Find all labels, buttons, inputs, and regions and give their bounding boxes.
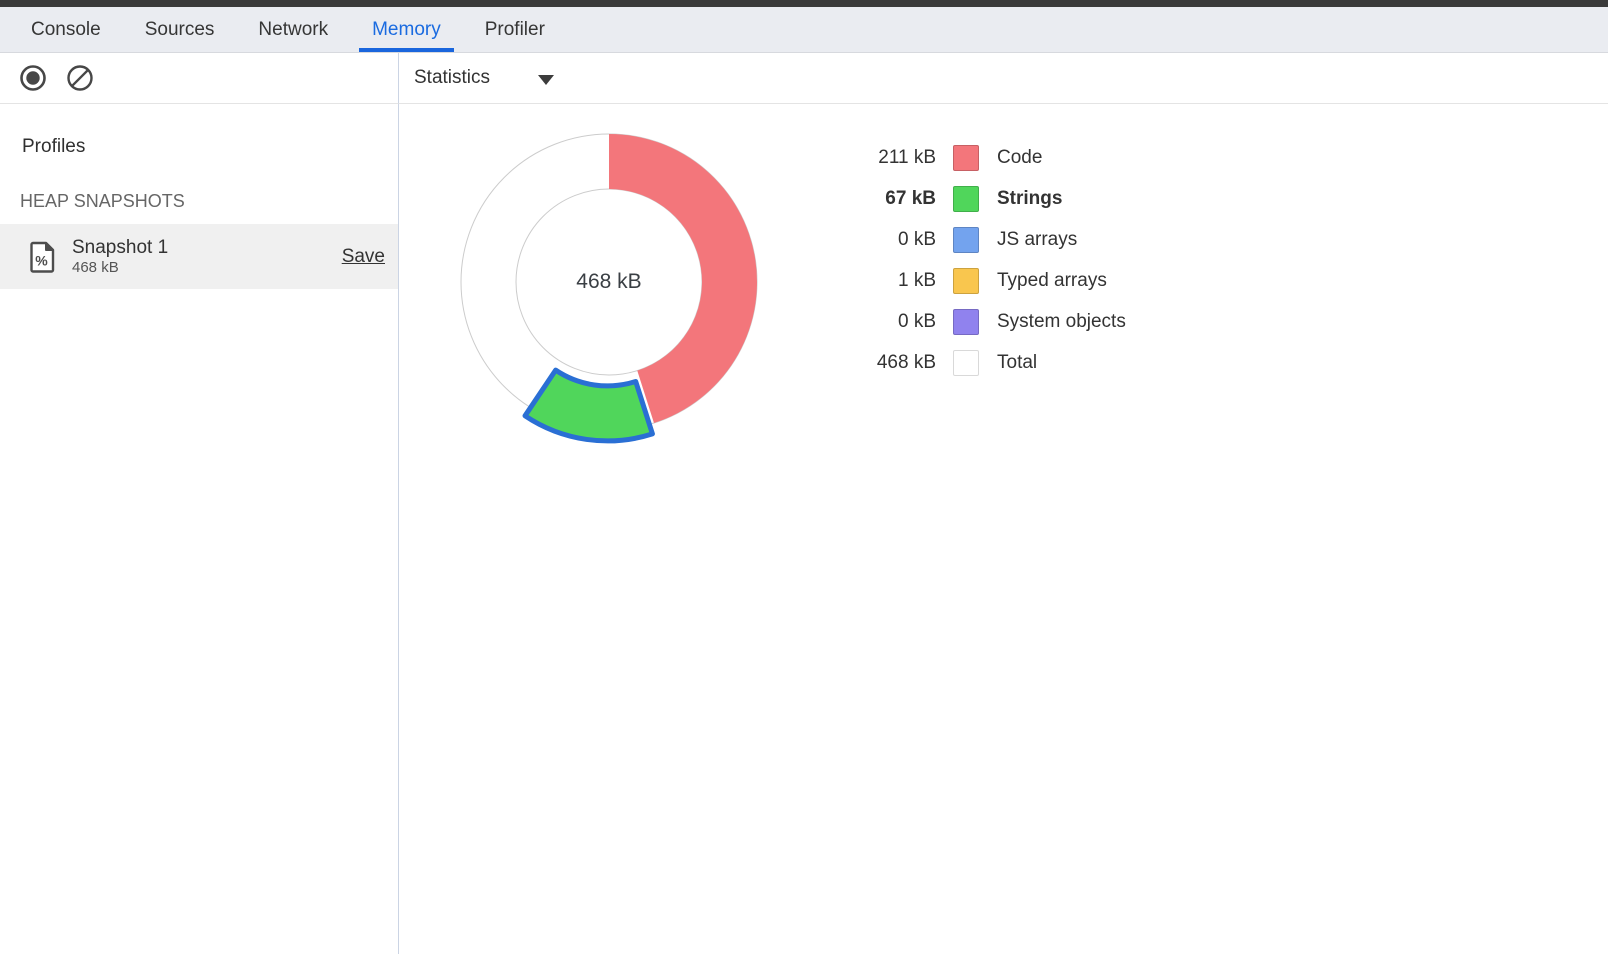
tab-network[interactable]: Network	[258, 18, 329, 40]
tab-console[interactable]: Console	[31, 18, 101, 40]
record-icon	[20, 65, 46, 91]
snapshot-info: Snapshot 1 468 kB	[72, 236, 168, 277]
legend-row-code[interactable]: 211 kB Code	[840, 137, 1126, 178]
heap-snapshots-section-heading: HEAP SNAPSHOTS	[20, 191, 185, 211]
tab-sources[interactable]: Sources	[144, 18, 215, 40]
profiles-toolbar	[0, 53, 399, 104]
legend-label: Strings	[997, 187, 1063, 209]
svg-text:%: %	[35, 252, 48, 268]
legend-value: 67 kB	[885, 187, 936, 209]
snapshot-size: 468 kB	[72, 259, 119, 276]
tab-memory[interactable]: Memory	[359, 7, 454, 52]
snapshot-list-item[interactable]: % Snapshot 1 468 kB Save	[0, 224, 398, 289]
perspective-select-label: Statistics	[414, 67, 491, 88]
window-chrome-strip	[0, 0, 1608, 7]
legend-label: Total	[997, 351, 1038, 373]
snapshot-name: Snapshot 1	[72, 237, 169, 258]
dropdown-arrow-icon	[538, 74, 555, 85]
legend-row-system-objects[interactable]: 0 kB System objects	[840, 301, 1126, 342]
profiles-heading: Profiles	[22, 136, 86, 157]
legend-label: System objects	[997, 310, 1126, 332]
heap-snapshot-file-icon: %	[30, 241, 55, 273]
legend-swatch-icon	[953, 308, 979, 335]
legend-swatch-icon	[953, 349, 979, 376]
legend-value: 0 kB	[897, 228, 936, 250]
legend-swatch-icon	[953, 267, 979, 294]
legend-row-typed-arrays[interactable]: 1 kB Typed arrays	[840, 260, 1126, 301]
legend-value: 1 kB	[897, 269, 936, 291]
legend-swatch-icon	[953, 226, 979, 253]
donut-center-total-label: 468 kB	[576, 270, 642, 293]
tab-profiler[interactable]: Profiler	[484, 18, 545, 40]
heap-statistics-donut-chart	[460, 133, 758, 444]
legend-row-strings[interactable]: 67 kB Strings	[840, 178, 1126, 219]
legend-swatch-icon	[953, 144, 979, 171]
legend-label: JS arrays	[997, 228, 1078, 250]
memory-view-toolbar: Statistics	[399, 53, 1608, 104]
legend-swatch-icon	[953, 185, 979, 212]
donut-slice-code[interactable]	[609, 134, 758, 423]
donut-slice-strings[interactable]	[522, 367, 655, 444]
devtools-tab-bar: Console Sources Network Memory Profiler	[0, 7, 1608, 53]
record-button[interactable]	[18, 63, 48, 93]
save-snapshot-link[interactable]: Save	[341, 245, 385, 267]
legend-row-total[interactable]: 468 kB Total	[840, 342, 1126, 383]
legend-value: 0 kB	[897, 310, 936, 332]
legend-row-js-arrays[interactable]: 0 kB JS arrays	[840, 219, 1126, 260]
clear-icon	[67, 65, 93, 91]
legend-label: Typed arrays	[997, 269, 1107, 291]
legend-value: 468 kB	[876, 351, 936, 373]
chart-legend: 211 kB Code 67 kB Strings 0 kB JS arrays…	[840, 137, 1126, 383]
perspective-select[interactable]: Statistics	[406, 63, 562, 93]
legend-value: 211 kB	[878, 146, 936, 168]
legend-label: Code	[997, 146, 1043, 168]
clear-button[interactable]	[65, 63, 95, 93]
statistics-view: 468 kB 211 kB Code 67 kB Strings 0 kB JS…	[400, 104, 1608, 954]
profiles-sidebar: Profiles HEAP SNAPSHOTS % Snapshot 1 468…	[0, 104, 399, 954]
